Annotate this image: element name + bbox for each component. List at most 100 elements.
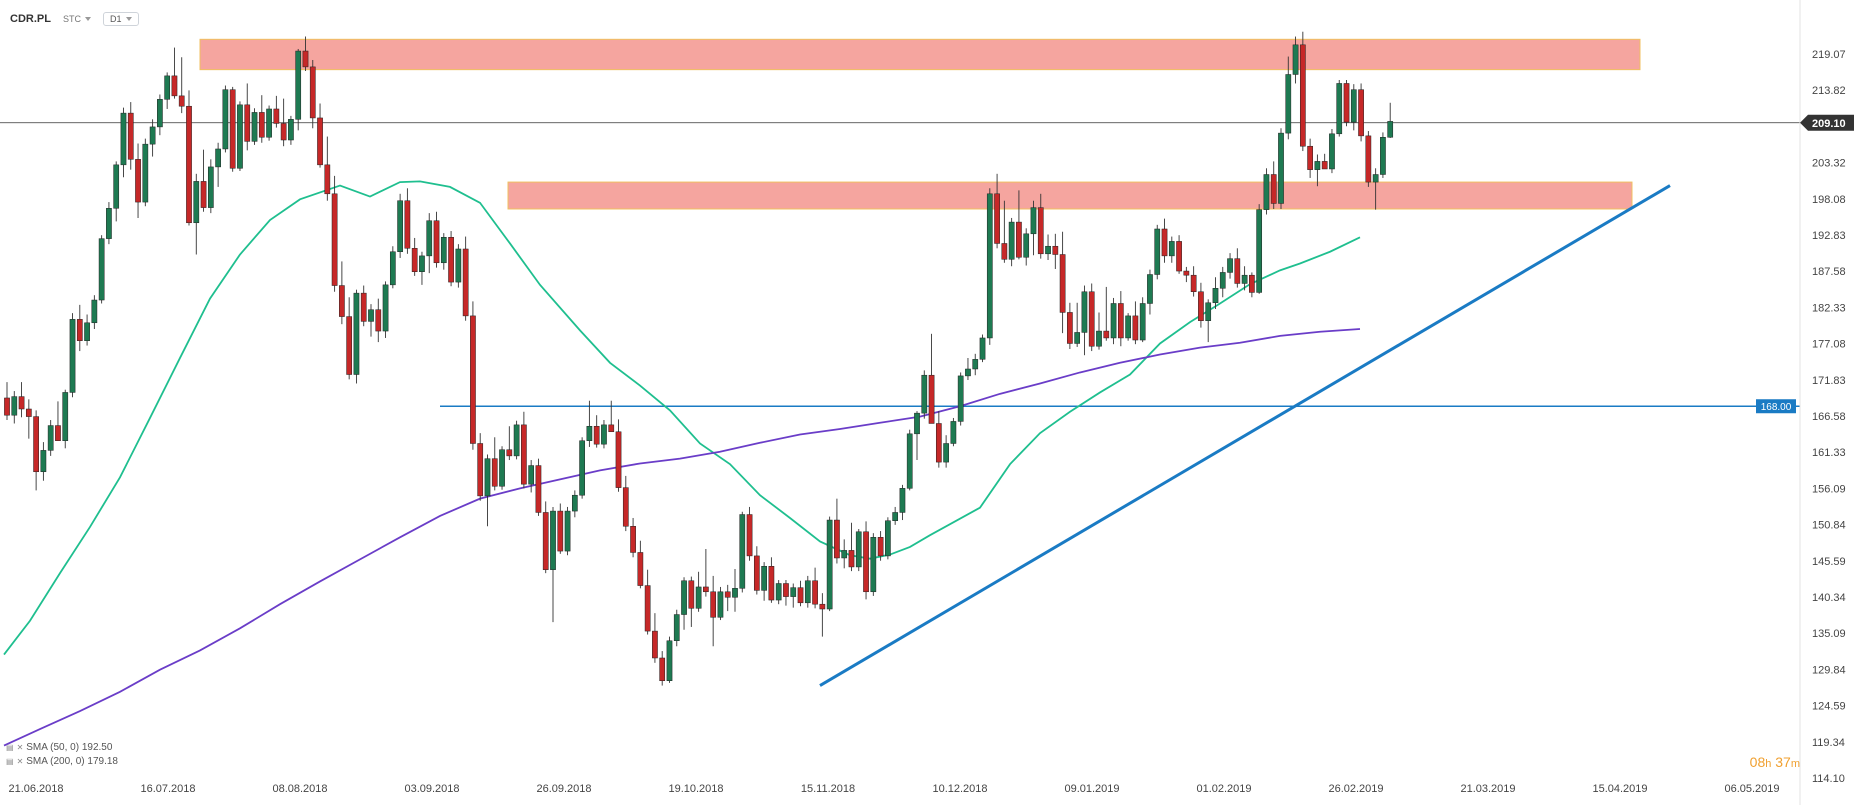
candle [157,94,163,136]
candle [906,429,913,491]
candle [18,382,25,418]
candle-body [288,119,294,141]
candle-body [681,580,687,615]
y-tick-label: 161.33 [1812,447,1846,459]
candle-body [1336,83,1343,135]
candle [593,415,600,448]
candle-body [1190,274,1197,292]
candle-body [411,248,418,272]
interval-selector[interactable]: D1 [102,12,140,26]
candle [1037,193,1044,259]
candle-body [1314,161,1321,170]
candle [1329,128,1335,174]
candle-body [273,108,280,124]
candle [761,562,767,601]
candle-body [462,248,469,317]
candle-body [652,630,658,659]
candle-body [906,433,913,489]
candle-body [1125,315,1131,339]
candle [855,529,862,572]
candle-body [317,117,323,166]
source-selector[interactable]: STC [59,13,95,25]
interval-label: D1 [109,14,122,24]
candle [826,516,833,612]
candle [710,575,717,647]
candle-body [1059,254,1066,313]
candle [33,410,39,491]
candle [1270,161,1277,209]
candle [622,475,629,532]
candle-body [477,443,484,497]
legend-label: SMA (200, 0) 179.18 [26,756,118,767]
y-tick-label: 213.82 [1812,85,1846,97]
candle-body [1270,174,1277,204]
candle [1081,285,1088,356]
candle [1103,286,1110,341]
candle [739,511,746,593]
candle-body [164,75,171,100]
legend-item-sma50[interactable]: ▤ ✕ SMA (50, 0) 192.50 [6,741,118,755]
candle-body [1249,274,1255,293]
x-tick-label: 21.06.2018 [8,783,63,795]
candle [790,583,797,608]
y-tick-label: 171.83 [1812,375,1846,387]
legend-item-sma200[interactable]: ▤ ✕ SMA (200, 0) 179.18 [6,755,118,769]
y-tick-label: 156.09 [1812,483,1846,495]
candle-body [1161,228,1168,257]
symbol-label[interactable]: CDR.PL [10,13,51,25]
candle-body [899,488,906,513]
candle-body [622,487,629,527]
candle-body [448,237,454,283]
candle-body [1343,83,1350,123]
candle [84,314,90,346]
candle [47,420,54,456]
candle [535,458,542,516]
candle-body [404,200,411,249]
candle [783,580,789,606]
candle [1168,236,1175,263]
close-icon[interactable]: ✕ [16,757,24,766]
candle-body [994,193,1000,244]
settings-icon[interactable]: ▤ [6,757,14,766]
candle [477,433,484,501]
candle [972,353,979,376]
candle [659,651,666,686]
candle-body [69,319,76,393]
y-tick-label: 219.07 [1812,49,1846,61]
candle [965,357,971,381]
candle-body [375,309,382,332]
candle [564,506,571,556]
candle-body [106,208,112,239]
candle-body [470,315,476,444]
trendline[interactable] [819,184,1671,687]
candle [193,173,200,255]
candle-body [812,580,818,605]
candle [222,85,229,153]
candle-body [848,550,855,568]
candle [812,567,818,609]
close-icon[interactable]: ✕ [16,743,24,752]
x-tick-label: 26.02.2019 [1328,783,1383,795]
source-label: STC [62,14,81,24]
candle-body [84,322,90,341]
chevron-down-icon [126,17,133,21]
candle-body [455,248,462,283]
candle [127,102,134,170]
candle-body [615,431,622,488]
timer-minutes: 37 [1775,754,1791,770]
candle-body [1198,291,1204,321]
candle [1212,277,1219,309]
candle [1256,204,1263,294]
candle [775,580,782,605]
candle [717,586,724,621]
candle [1067,302,1073,349]
settings-icon[interactable]: ▤ [6,743,14,752]
candle [1088,283,1095,352]
candle-body [1241,274,1248,284]
candle-body [389,251,396,286]
candle [601,420,607,449]
candle [1219,266,1226,298]
y-tick-label: 177.08 [1812,339,1846,351]
candle [491,437,498,491]
